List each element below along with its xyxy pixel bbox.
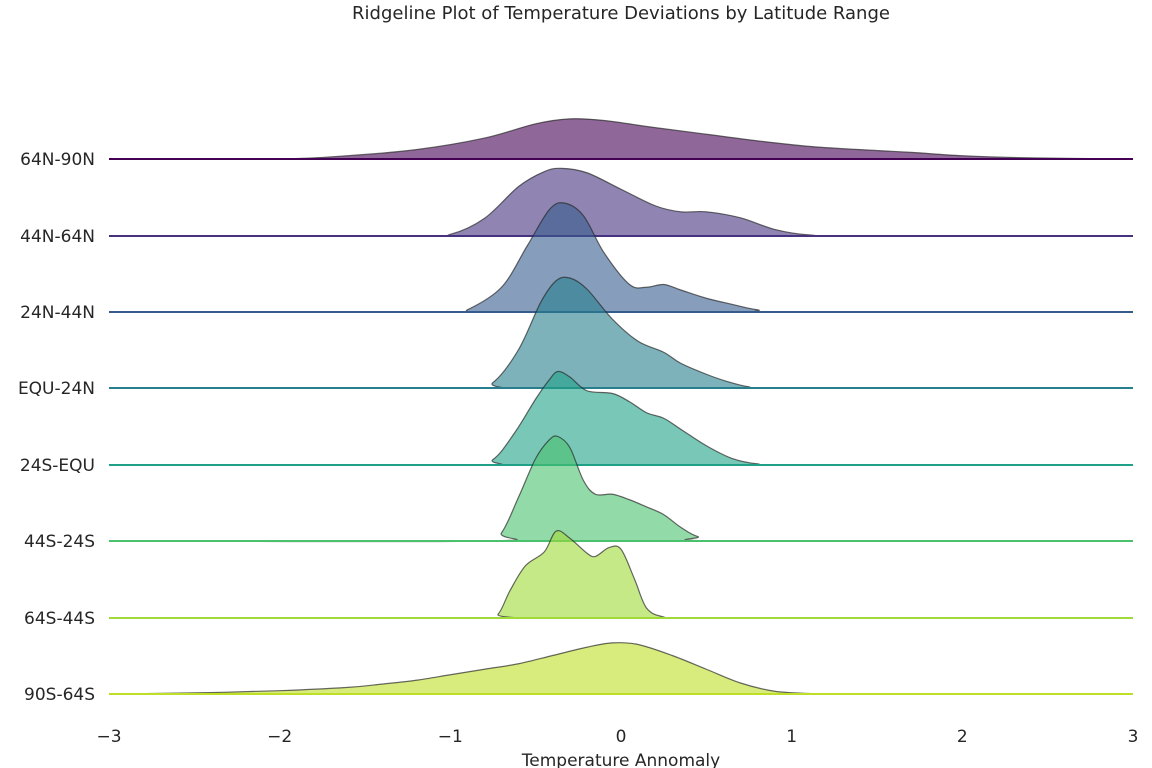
x-axis-label: Temperature Annomaly xyxy=(521,751,720,768)
ridge-area xyxy=(109,118,1133,160)
ridge-outline xyxy=(108,202,1134,313)
ridge-area xyxy=(109,202,1133,313)
y-tick-label: 24N-44N xyxy=(20,303,95,323)
ridge-24n-44n xyxy=(108,202,1134,313)
ridge-area xyxy=(109,435,1133,542)
ridge-outline xyxy=(108,118,1134,160)
ridge-outline xyxy=(108,370,1134,467)
x-tick-label: 2 xyxy=(957,727,968,747)
ridge-outline xyxy=(108,435,1134,543)
ridge-64n-90n xyxy=(108,118,1134,160)
ridge-24s-equ xyxy=(108,370,1134,467)
x-tick-label: 3 xyxy=(1128,727,1139,747)
ridge-area xyxy=(109,168,1133,237)
ridge-area xyxy=(109,642,1133,695)
x-tick-labels: −3 −2 −1 0 1 2 3 xyxy=(96,727,1138,747)
x-tick-label: 1 xyxy=(786,727,797,747)
y-tick-label: 64S-44S xyxy=(24,609,95,629)
ridge-equ-24n xyxy=(108,276,1134,390)
y-tick-label: 44N-64N xyxy=(20,227,95,247)
ridges-group xyxy=(108,118,1134,695)
y-tick-label: 44S-24S xyxy=(24,532,95,552)
y-tick-labels: 64N-90N 44N-64N 24N-44N EQU-24N 24S-EQU 44S-2… xyxy=(18,150,95,705)
x-tick-label: −1 xyxy=(438,727,463,747)
ridge-area xyxy=(109,277,1133,389)
y-tick-label: EQU-24N xyxy=(18,379,95,399)
chart-title: Ridgeline Plot of Temperature Deviations… xyxy=(352,3,890,24)
x-tick-label: −3 xyxy=(96,727,121,747)
ridge-90s-64s xyxy=(108,642,1134,695)
ridge-64s-44s xyxy=(108,530,1134,619)
y-tick-label: 64N-90N xyxy=(20,150,95,170)
y-tick-label: 90S-64S xyxy=(24,685,95,705)
x-tick-label: 0 xyxy=(616,727,627,747)
y-tick-label: 24S-EQU xyxy=(20,456,95,476)
ridge-area xyxy=(109,530,1133,619)
ridge-44n-64n xyxy=(108,167,1134,237)
x-tick-label: −2 xyxy=(267,727,292,747)
ridge-44s-24s xyxy=(108,435,1134,543)
ridge-area xyxy=(109,371,1133,466)
